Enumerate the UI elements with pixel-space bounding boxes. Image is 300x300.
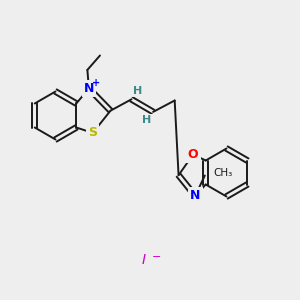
Text: N: N: [190, 189, 200, 203]
Text: CH₃: CH₃: [214, 167, 233, 178]
Text: −: −: [152, 252, 161, 262]
Text: H: H: [133, 86, 142, 96]
Text: I: I: [142, 253, 146, 266]
Text: O: O: [188, 148, 198, 161]
Text: +: +: [92, 78, 101, 88]
Text: S: S: [88, 126, 97, 140]
Text: N: N: [84, 82, 94, 95]
Text: H: H: [142, 115, 152, 125]
